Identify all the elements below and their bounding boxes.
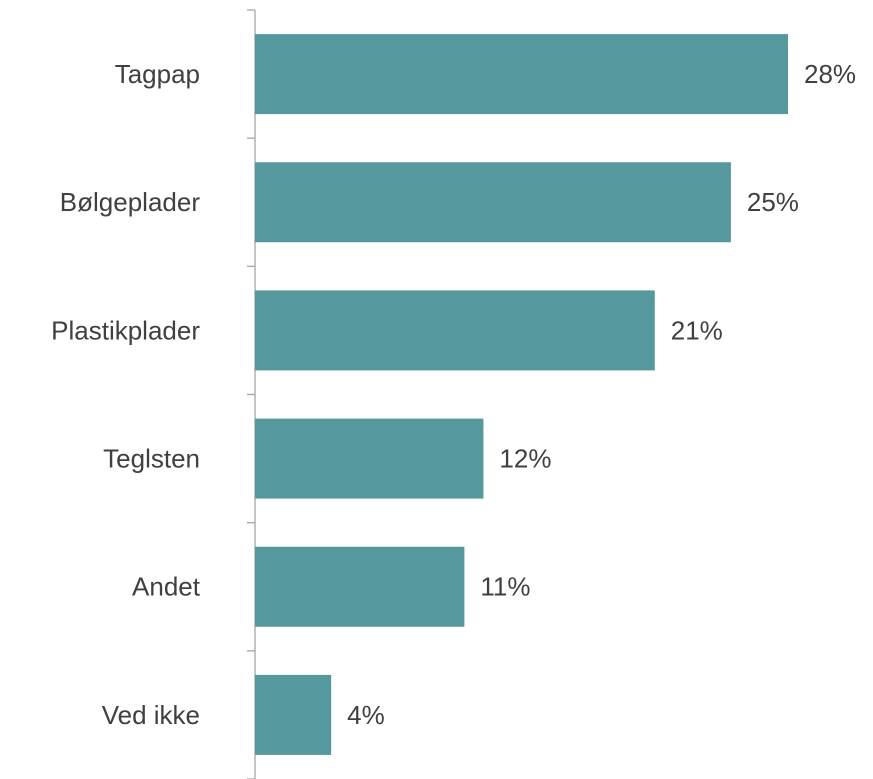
y-tick-label: Bølgeplader [60, 187, 201, 217]
y-tick-label: Plastikplader [51, 315, 200, 345]
bar [255, 290, 655, 371]
bar [255, 34, 788, 115]
data-label: 11% [480, 572, 530, 602]
data-label: 25% [747, 187, 799, 217]
y-tick-label: Tagpap [115, 59, 200, 89]
y-tick-label: Teglsten [103, 443, 200, 473]
y-tick-label: Ved ikke [102, 700, 200, 730]
data-label: 12% [499, 443, 551, 473]
bar [255, 162, 731, 243]
bar [255, 674, 332, 755]
data-label: 28% [804, 59, 856, 89]
y-tick-label: Andet [132, 572, 201, 602]
bar [255, 418, 484, 499]
data-label: 4% [347, 700, 385, 730]
data-label: 21% [671, 315, 723, 345]
bar [255, 546, 465, 627]
